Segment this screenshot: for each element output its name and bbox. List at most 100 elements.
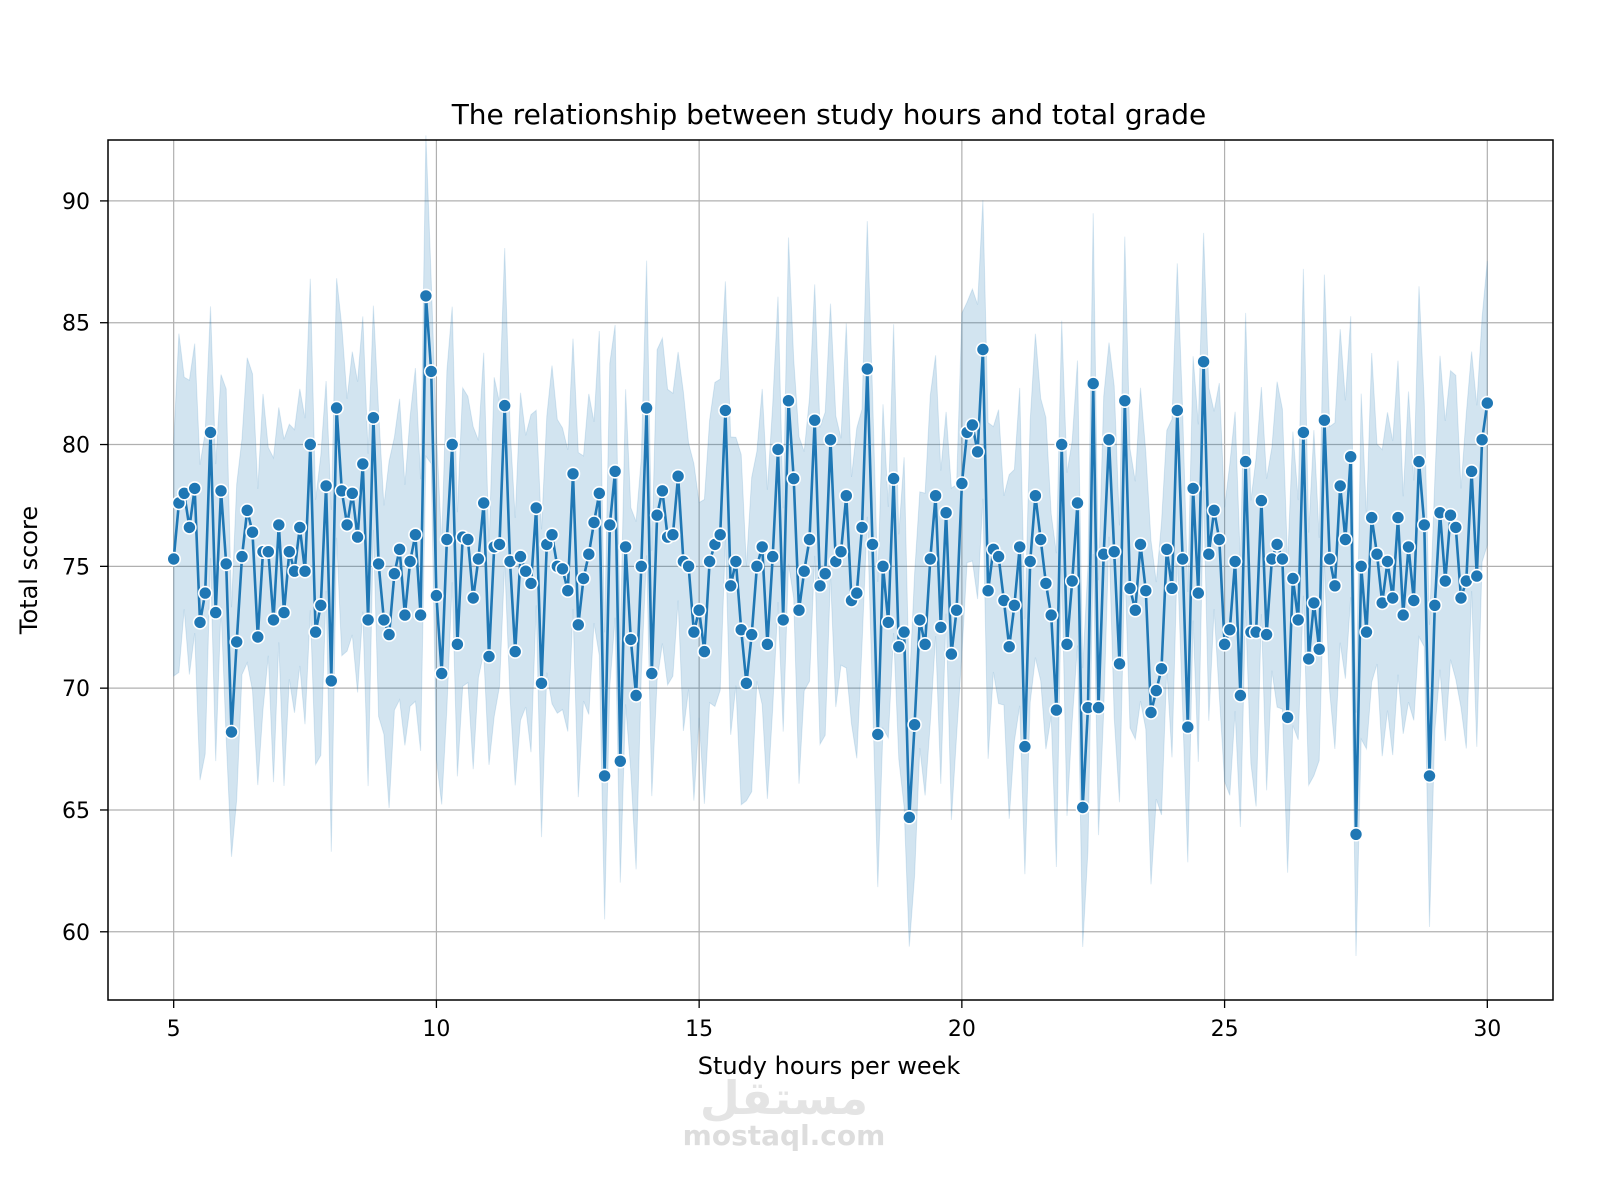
data-point bbox=[213, 483, 229, 499]
x-axis-label: Study hours per week bbox=[698, 1052, 961, 1080]
data-point bbox=[203, 425, 218, 440]
data-point bbox=[187, 481, 202, 496]
data-point bbox=[1290, 612, 1306, 628]
data-point bbox=[623, 632, 639, 647]
data-point bbox=[1143, 705, 1159, 720]
y-tick-label: 80 bbox=[62, 434, 90, 459]
data-point bbox=[880, 615, 896, 630]
y-tick-label: 70 bbox=[62, 677, 90, 702]
y-tick-label: 90 bbox=[62, 190, 90, 215]
data-point bbox=[555, 561, 570, 577]
data-point bbox=[1138, 583, 1154, 599]
data-point bbox=[518, 563, 534, 579]
data-point bbox=[686, 624, 702, 640]
data-point bbox=[208, 605, 223, 620]
data-point bbox=[1390, 510, 1406, 525]
data-point bbox=[791, 602, 807, 618]
data-point bbox=[1269, 537, 1285, 552]
data-point bbox=[434, 666, 450, 681]
data-point bbox=[1417, 517, 1432, 533]
data-point bbox=[1233, 688, 1248, 703]
data-point bbox=[245, 524, 260, 540]
data-point bbox=[297, 563, 313, 579]
grid-lines bbox=[108, 140, 1553, 1000]
data-point bbox=[823, 432, 838, 448]
data-point bbox=[355, 456, 371, 472]
data-point bbox=[1348, 826, 1364, 842]
data-point bbox=[691, 602, 707, 618]
data-point bbox=[302, 437, 318, 452]
data-point bbox=[1049, 702, 1064, 718]
data-point bbox=[1401, 539, 1416, 555]
data-point bbox=[1017, 739, 1033, 754]
data-point bbox=[665, 527, 681, 543]
data-point bbox=[718, 403, 733, 418]
data-point bbox=[770, 442, 786, 457]
data-point bbox=[970, 444, 985, 460]
data-point bbox=[444, 437, 460, 452]
data-point bbox=[1285, 571, 1301, 586]
data-point bbox=[1338, 532, 1353, 547]
data-point bbox=[292, 520, 308, 535]
data-point bbox=[371, 556, 386, 572]
data-point bbox=[1422, 768, 1437, 784]
data-point bbox=[901, 809, 917, 825]
data-point bbox=[1332, 478, 1348, 494]
data-point bbox=[318, 478, 334, 494]
data-point bbox=[534, 675, 549, 691]
data-point bbox=[1149, 683, 1164, 698]
data-point bbox=[1380, 554, 1395, 569]
data-point bbox=[807, 412, 823, 428]
watermark: مستقل mostaql.com bbox=[683, 1071, 886, 1152]
data-point bbox=[329, 400, 344, 416]
data-point bbox=[1175, 551, 1190, 567]
data-point bbox=[912, 612, 928, 628]
data-point bbox=[350, 529, 365, 545]
data-point bbox=[723, 578, 739, 594]
data-point bbox=[870, 727, 886, 742]
data-point bbox=[949, 602, 964, 618]
data-point bbox=[192, 615, 208, 630]
data-point bbox=[817, 566, 833, 582]
data-point bbox=[1227, 554, 1243, 569]
data-point bbox=[1369, 546, 1385, 562]
data-point bbox=[681, 558, 696, 574]
data-point bbox=[749, 558, 765, 574]
data-point bbox=[565, 466, 581, 482]
data-point bbox=[670, 468, 686, 484]
y-tick-label: 60 bbox=[62, 921, 90, 946]
data-point bbox=[1453, 590, 1469, 606]
data-point bbox=[1012, 539, 1028, 555]
data-point bbox=[1038, 576, 1054, 591]
data-point bbox=[260, 544, 276, 560]
x-tick-label: 25 bbox=[1211, 1017, 1239, 1042]
data-point bbox=[833, 544, 849, 560]
data-point bbox=[1091, 700, 1106, 715]
data-point bbox=[182, 520, 197, 535]
data-point bbox=[618, 539, 633, 555]
data-point bbox=[859, 361, 875, 377]
x-tick-label: 30 bbox=[1473, 1017, 1501, 1042]
data-point bbox=[1395, 607, 1411, 623]
data-point bbox=[429, 588, 444, 603]
data-points bbox=[166, 288, 1495, 842]
y-tick-label: 85 bbox=[62, 312, 90, 337]
data-point bbox=[1427, 597, 1443, 613]
data-point bbox=[576, 571, 591, 586]
data-point bbox=[397, 607, 413, 623]
data-point bbox=[366, 410, 381, 426]
data-point bbox=[497, 398, 513, 413]
data-point bbox=[1306, 595, 1322, 611]
data-point bbox=[1259, 627, 1274, 642]
data-point bbox=[739, 675, 754, 691]
data-point bbox=[744, 627, 760, 642]
data-point bbox=[492, 537, 507, 552]
data-point bbox=[570, 617, 586, 633]
data-point bbox=[1238, 454, 1253, 469]
data-point bbox=[812, 578, 828, 594]
data-point bbox=[392, 541, 407, 557]
data-point bbox=[728, 554, 744, 569]
data-point bbox=[418, 288, 434, 304]
data-point bbox=[1212, 532, 1227, 547]
data-point bbox=[1180, 719, 1196, 735]
